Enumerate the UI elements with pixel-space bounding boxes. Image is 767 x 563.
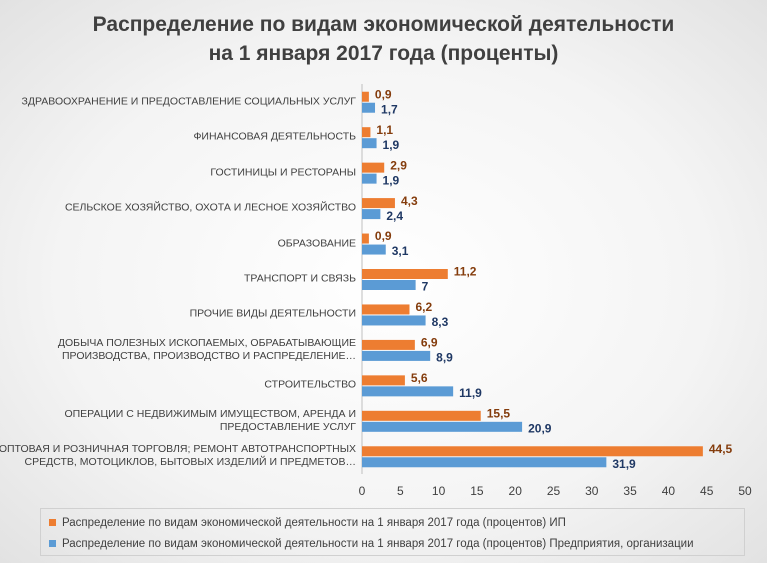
x-tick-label: 45 xyxy=(700,484,714,498)
data-label: 6,2 xyxy=(415,300,432,314)
bar xyxy=(362,386,454,397)
bar xyxy=(362,375,405,386)
legend-swatch xyxy=(49,519,56,527)
data-label: 31,9 xyxy=(612,457,636,471)
bar xyxy=(362,350,431,361)
data-label: 44,5 xyxy=(709,442,733,456)
bar xyxy=(362,102,376,113)
data-label: 8,3 xyxy=(432,315,449,329)
y-tick-label: СТРОИТЕЛЬСТВО xyxy=(264,378,356,391)
data-label: 5,6 xyxy=(411,371,428,385)
bar xyxy=(362,91,369,102)
x-tick-label: 50 xyxy=(738,484,752,498)
bar xyxy=(362,304,410,315)
bar xyxy=(362,162,385,173)
bar xyxy=(362,315,426,326)
bar xyxy=(362,173,377,184)
data-label: 8,9 xyxy=(436,351,453,365)
data-label: 0,9 xyxy=(375,229,392,243)
bar xyxy=(362,421,523,432)
data-label: 3,1 xyxy=(392,244,409,258)
bar xyxy=(362,280,416,290)
data-label: 6,9 xyxy=(421,336,438,350)
bar xyxy=(362,127,371,138)
y-tick-label: ОПТОВАЯ И РОЗНИЧНАЯ ТОРГОВЛЯ; РЕМОНТ АВТ… xyxy=(0,443,356,469)
legend-swatch xyxy=(49,540,56,548)
legend: Распределение по видам экономической дея… xyxy=(40,508,745,556)
bar xyxy=(362,138,377,149)
x-tick-label: 20 xyxy=(509,484,523,498)
y-tick-label: ТРАНСПОРТ И СВЯЗЬ xyxy=(244,272,356,285)
data-label: 0,9 xyxy=(375,87,392,101)
bar xyxy=(362,339,415,350)
legend-label: Распределение по видам экономической дея… xyxy=(62,538,694,550)
data-label: 4,3 xyxy=(401,194,418,208)
bar xyxy=(362,410,481,421)
bar xyxy=(362,209,381,220)
x-tick-label: 30 xyxy=(585,484,599,498)
bar xyxy=(362,457,607,468)
y-tick-label: СЕЛЬСКОЕ ХОЗЯЙСТВО, ОХОТА И ЛЕСНОЕ ХОЗЯЙ… xyxy=(64,201,356,214)
bar xyxy=(362,233,369,244)
bar xyxy=(362,244,386,255)
bar xyxy=(362,198,395,209)
data-label: 15,5 xyxy=(487,406,511,420)
data-label: 11,2 xyxy=(454,265,477,279)
bar xyxy=(362,446,703,457)
data-label: 2,9 xyxy=(390,158,407,172)
y-tick-label: ЗДРАВООХРАНЕНИЕ И ПРЕДОСТАВЛЕНИЕ СОЦИАЛЬ… xyxy=(21,95,356,108)
legend-label: Распределение по видам экономической дея… xyxy=(62,517,566,529)
bar xyxy=(362,269,448,279)
y-tick-label: ОПЕРАЦИИ С НЕДВИЖИМЫМ ИМУЩЕСТВОМ, АРЕНДА… xyxy=(64,407,356,433)
y-tick-label: ФИНАНСОВАЯ ДЕЯТЕЛЬНОСТЬ xyxy=(193,130,356,143)
data-label: 1,9 xyxy=(383,138,400,152)
x-tick-label: 10 xyxy=(432,484,446,498)
legend-item: Распределение по видам экономической дея… xyxy=(49,538,694,550)
chart-title: Распределение по видам экономической дея… xyxy=(92,13,675,65)
x-tick-label: 15 xyxy=(470,484,484,498)
data-label: 1,9 xyxy=(383,173,400,187)
x-tick-label: 0 xyxy=(359,484,366,498)
data-label: 1,7 xyxy=(381,102,398,116)
legend-item: Распределение по видам экономической дея… xyxy=(49,517,566,529)
y-tick-label: ПРОЧИЕ ВИДЫ ДЕЯТЕЛЬНОСТИ xyxy=(189,307,356,320)
y-tick-label: ОБРАЗОВАНИЕ xyxy=(277,237,356,250)
data-label: 11,9 xyxy=(459,386,482,400)
x-tick-label: 5 xyxy=(397,484,404,498)
x-tick-label: 35 xyxy=(623,484,637,498)
x-tick-label: 25 xyxy=(547,484,561,498)
y-tick-label: ГОСТИНИЦЫ И РЕСТОРАНЫ xyxy=(210,166,356,179)
y-tick-label: ДОБЫЧА ПОЛЕЗНЫХ ИСКОПАЕМЫХ, ОБРАБАТЫВАЮЩ… xyxy=(57,336,356,362)
data-label: 20,9 xyxy=(528,421,552,435)
data-label: 1,1 xyxy=(376,123,393,137)
data-label: 2,4 xyxy=(386,209,403,223)
data-label: 7 xyxy=(422,280,429,294)
x-tick-label: 40 xyxy=(662,484,676,498)
